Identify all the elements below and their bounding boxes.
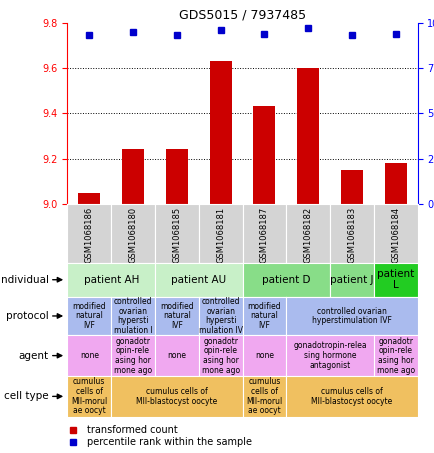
Text: none: none xyxy=(167,351,186,360)
Bar xyxy=(165,149,187,204)
Bar xyxy=(209,61,231,204)
Text: protocol: protocol xyxy=(6,311,49,321)
Bar xyxy=(122,149,144,204)
Text: gonadotr
opin-rele
asing hor
mone ago: gonadotr opin-rele asing hor mone ago xyxy=(376,337,414,375)
Text: none: none xyxy=(79,351,99,360)
Text: cumulus
cells of
MII-morul
ae oocyt: cumulus cells of MII-morul ae oocyt xyxy=(246,377,282,415)
Text: patient D: patient D xyxy=(261,275,310,285)
Text: GSM1068185: GSM1068185 xyxy=(172,207,181,263)
Text: controlled
ovarian
hypersti
mulation I: controlled ovarian hypersti mulation I xyxy=(113,297,152,335)
Text: patient AU: patient AU xyxy=(171,275,226,285)
Text: patient
L: patient L xyxy=(376,270,414,290)
Bar xyxy=(78,193,100,204)
Text: gonadotropin-relea
sing hormone
antagonist: gonadotropin-relea sing hormone antagoni… xyxy=(293,342,366,370)
Text: controlled
ovarian
hypersti
mulation IV: controlled ovarian hypersti mulation IV xyxy=(198,297,242,335)
Text: cumulus cells of
MII-blastocyst oocyte: cumulus cells of MII-blastocyst oocyte xyxy=(136,387,217,406)
Text: modified
natural
IVF: modified natural IVF xyxy=(247,302,280,330)
Text: none: none xyxy=(254,351,273,360)
Text: GSM1068181: GSM1068181 xyxy=(216,207,225,263)
Title: GDS5015 / 7937485: GDS5015 / 7937485 xyxy=(178,9,306,21)
Bar xyxy=(296,68,319,204)
Text: gonadotr
opin-rele
asing hor
mone ago: gonadotr opin-rele asing hor mone ago xyxy=(114,337,152,375)
Text: GSM1068184: GSM1068184 xyxy=(390,207,399,263)
Text: modified
natural
IVF: modified natural IVF xyxy=(160,302,193,330)
Bar xyxy=(253,106,275,204)
Text: controlled ovarian
hyperstimulation IVF: controlled ovarian hyperstimulation IVF xyxy=(311,307,391,325)
Text: cell type: cell type xyxy=(4,391,49,401)
Text: cumulus
cells of
MII-morul
ae oocyt: cumulus cells of MII-morul ae oocyt xyxy=(71,377,107,415)
Text: patient J: patient J xyxy=(329,275,373,285)
Text: GSM1068186: GSM1068186 xyxy=(85,207,94,263)
Text: transformed count: transformed count xyxy=(87,425,178,435)
Text: GSM1068180: GSM1068180 xyxy=(128,207,137,263)
Text: patient AH: patient AH xyxy=(83,275,138,285)
Text: gonadotr
opin-rele
asing hor
mone ago: gonadotr opin-rele asing hor mone ago xyxy=(201,337,239,375)
Bar xyxy=(384,163,406,204)
Text: percentile rank within the sample: percentile rank within the sample xyxy=(87,437,252,447)
Text: modified
natural
IVF: modified natural IVF xyxy=(72,302,106,330)
Text: GSM1068183: GSM1068183 xyxy=(347,207,355,263)
Text: cumulus cells of
MII-blastocyst oocyte: cumulus cells of MII-blastocyst oocyte xyxy=(311,387,391,406)
Text: agent: agent xyxy=(18,351,49,361)
Bar xyxy=(340,170,362,204)
Text: GSM1068182: GSM1068182 xyxy=(303,207,312,263)
Text: GSM1068187: GSM1068187 xyxy=(259,207,268,263)
Text: individual: individual xyxy=(0,275,49,285)
